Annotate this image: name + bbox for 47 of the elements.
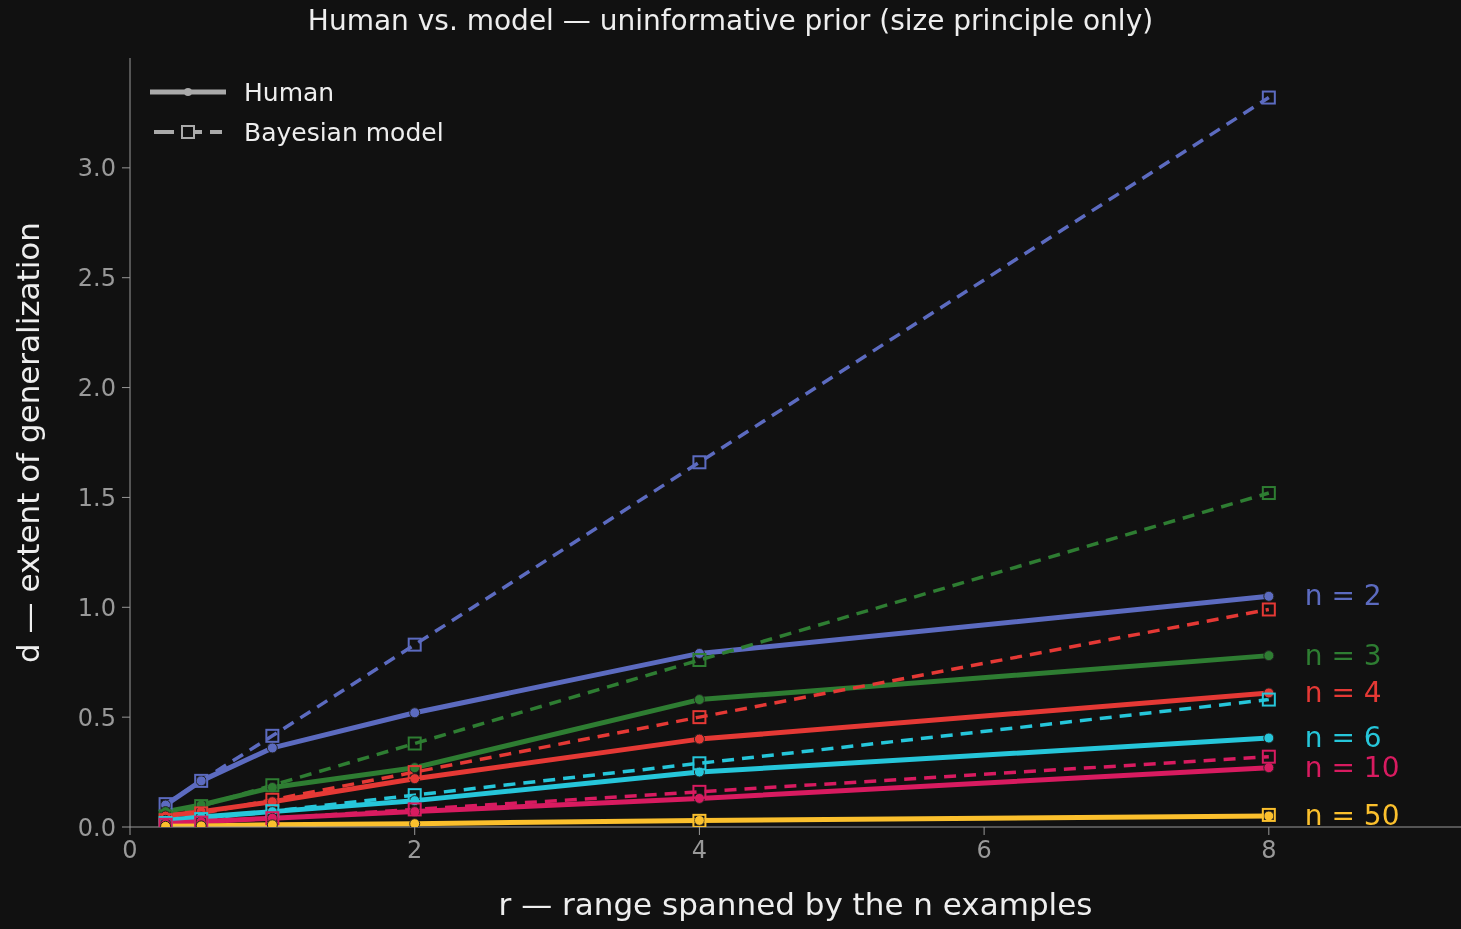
point [692,455,707,470]
point [1261,90,1276,105]
y-tick-label: 0.5 [77,703,116,732]
point [266,742,278,754]
point [407,736,422,751]
y-tick-label: 1.5 [77,483,116,512]
y-tick-label: 2.5 [77,264,116,293]
point [265,792,280,807]
point [1263,650,1275,662]
point [407,637,422,652]
series-label: n = 50 [1304,799,1400,833]
point [1261,749,1276,764]
point [407,765,422,780]
point [692,653,707,668]
y-tick-label: 3.0 [77,154,116,183]
point [693,694,705,706]
x-tick-label: 2 [407,836,423,865]
y-tick-label: 1.0 [77,593,116,622]
x-axis-title: r — range spanned by the n examples [498,886,1093,922]
point [1261,692,1276,707]
point [409,818,421,827]
y-tick-label: 2.0 [77,374,116,403]
point [1261,486,1276,501]
point [1263,762,1275,774]
point [407,802,422,817]
chart-title: Human vs. model — uninformative prior (size principle only) [306,4,1155,37]
annotation: Bayesian model [244,117,444,147]
x-tick-label: 4 [691,836,708,865]
y-tick-label: 0.0 [77,813,116,842]
y-axis-title: d — extent of generalization [10,222,47,663]
series-label: n = 2 [1304,579,1382,613]
point [409,707,421,719]
point [407,788,422,803]
point [1263,732,1275,744]
point [692,756,707,771]
point [1263,590,1275,602]
point [692,784,707,799]
annotation: Human [244,77,335,107]
x-tick-label: 0 [122,836,138,865]
x-tick-label: 8 [1261,836,1277,865]
series-label: n = 4 [1304,675,1382,709]
series-label: n = 3 [1304,638,1382,672]
point [693,733,705,745]
point [692,710,707,725]
point [1261,602,1276,617]
point [265,728,280,743]
x-tick-label: 6 [976,836,992,865]
